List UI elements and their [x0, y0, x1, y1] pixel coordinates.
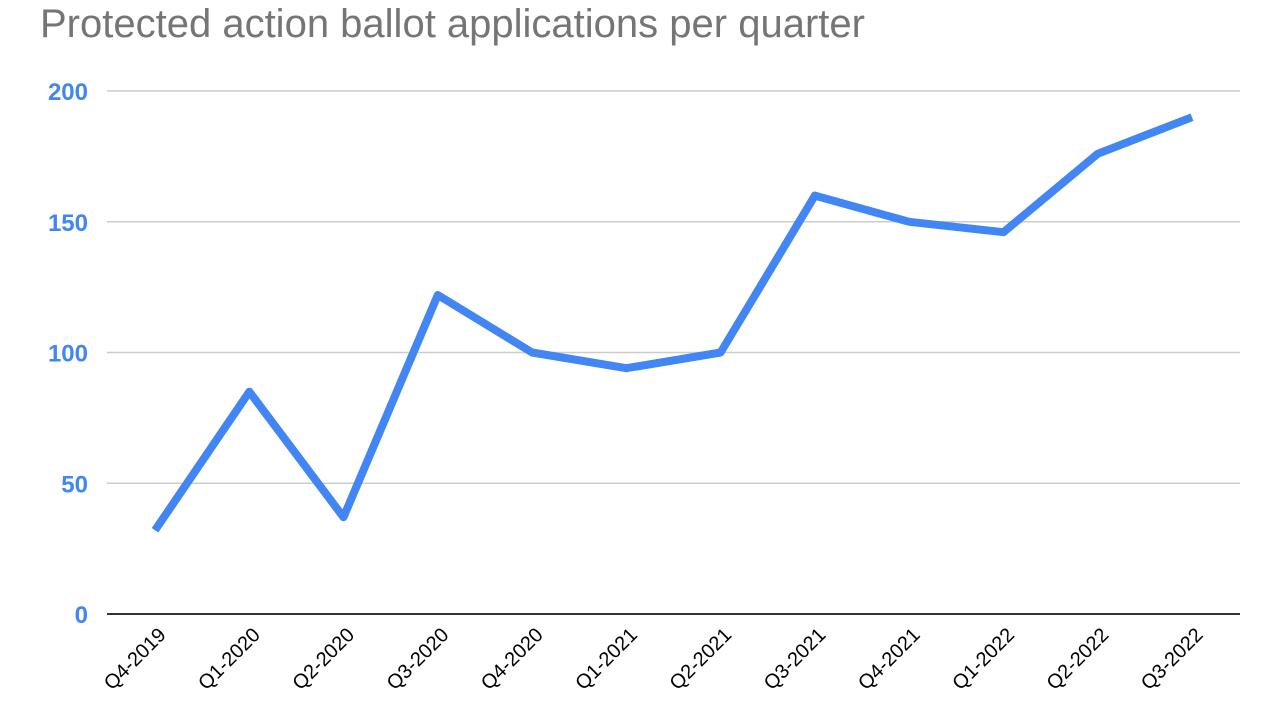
- y-tick-label: 0: [75, 602, 88, 629]
- x-tick-label: Q2-2022: [1043, 624, 1114, 695]
- series-lines: [151, 113, 1194, 533]
- y-tick-label: 150: [48, 210, 88, 237]
- x-tick-label: Q1-2021: [571, 624, 642, 695]
- gridlines: [107, 90, 1240, 615]
- y-tick-label: 200: [48, 79, 88, 106]
- x-tick-label: Q4-2020: [477, 624, 548, 695]
- x-tick-label: Q2-2021: [666, 624, 737, 695]
- y-axis-ticks: 0 50 100 150 200: [48, 79, 88, 629]
- x-tick-label: Q4-2021: [854, 624, 925, 695]
- x-axis-ticks: Q4-2019 Q1-2020 Q2-2020 Q3-2020 Q4-2020 Q1-20…: [100, 624, 1208, 695]
- y-tick-label: 100: [48, 341, 88, 368]
- x-tick-label: Q3-2021: [760, 624, 831, 695]
- x-tick-label: Q1-2022: [948, 624, 1019, 695]
- x-tick-label: Q2-2020: [288, 624, 359, 695]
- x-tick-label: Q3-2020: [383, 624, 454, 695]
- chart-title: Protected action ballot applications per…: [40, 2, 865, 46]
- x-tick-label: Q1-2020: [194, 624, 265, 695]
- y-tick-label: 50: [61, 471, 88, 498]
- x-tick-label: Q3-2022: [1137, 624, 1208, 695]
- series-line: [151, 113, 1194, 533]
- x-tick-label: Q4-2019: [100, 624, 171, 695]
